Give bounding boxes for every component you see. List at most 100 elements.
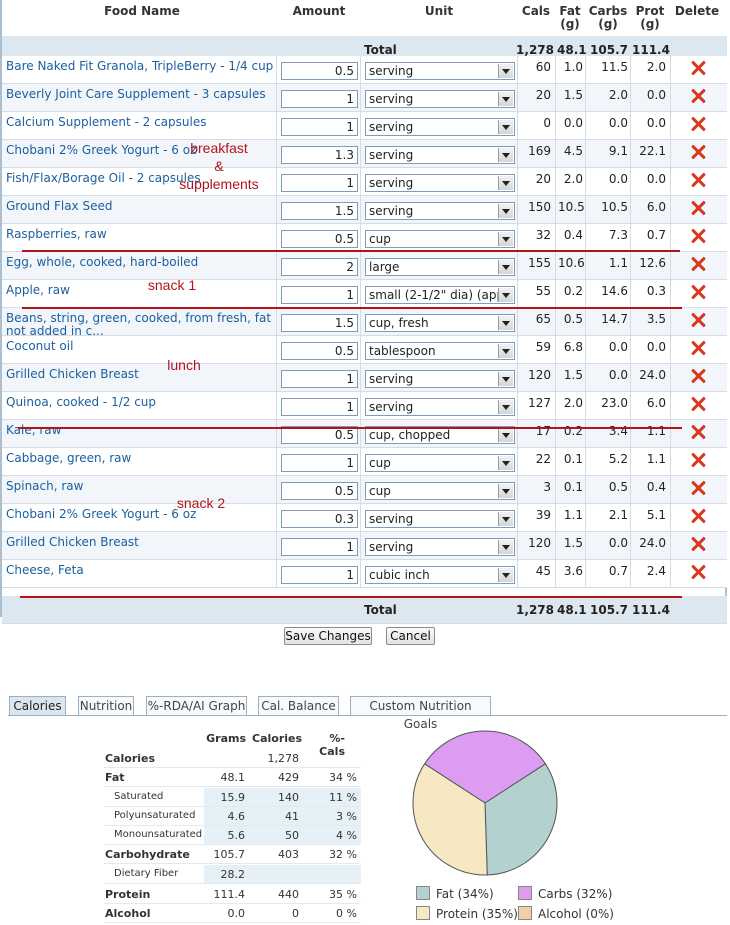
food-name-link[interactable]: Chobani 2% Greek Yogurt - 6 oz — [6, 508, 197, 521]
tab-rda-graph[interactable]: %-RDA/AI Graph — [146, 696, 247, 715]
delete-icon[interactable] — [690, 536, 706, 552]
amount-input[interactable]: 1.3 — [281, 146, 358, 164]
unit-select[interactable]: tablespoon — [365, 342, 515, 360]
chevron-down-icon[interactable] — [498, 372, 513, 386]
amount-input[interactable]: 0.5 — [281, 62, 358, 80]
tab-calories[interactable]: Calories — [9, 696, 66, 715]
food-name-link[interactable]: Cabbage, green, raw — [6, 452, 132, 465]
unit-select[interactable]: serving — [365, 62, 515, 80]
chevron-down-icon[interactable] — [498, 400, 513, 414]
delete-icon[interactable] — [690, 480, 706, 496]
delete-icon[interactable] — [690, 200, 706, 216]
food-name-link[interactable]: Beans, string, green, cooked, from fresh… — [6, 312, 272, 338]
delete-icon[interactable] — [690, 564, 706, 580]
amount-input[interactable]: 1 — [281, 566, 358, 584]
save-changes-button[interactable]: Save Changes — [284, 627, 372, 645]
tab-nutrition[interactable]: Nutrition — [78, 696, 134, 715]
chevron-down-icon[interactable] — [498, 456, 513, 470]
food-name-link[interactable]: Bare Naked Fit Granola, TripleBerry - 1/… — [6, 60, 274, 73]
chevron-down-icon[interactable] — [498, 568, 513, 582]
cancel-button[interactable]: Cancel — [386, 627, 435, 645]
tab-cal-balance[interactable]: Cal. Balance — [258, 696, 339, 715]
chevron-down-icon[interactable] — [498, 344, 513, 358]
amount-input[interactable]: 0.5 — [281, 482, 358, 500]
chevron-down-icon[interactable] — [498, 512, 513, 526]
delete-icon[interactable] — [690, 508, 706, 524]
chevron-down-icon[interactable] — [498, 176, 513, 190]
amount-input[interactable]: 1 — [281, 174, 358, 192]
unit-select[interactable]: large — [365, 258, 515, 276]
food-name-link[interactable]: Apple, raw — [6, 284, 70, 297]
delete-icon[interactable] — [690, 228, 706, 244]
chevron-down-icon[interactable] — [498, 120, 513, 134]
amount-input[interactable]: 1 — [281, 454, 358, 472]
food-name-link[interactable]: Raspberries, raw — [6, 228, 107, 241]
food-name-link[interactable]: Cheese, Feta — [6, 564, 84, 577]
unit-select[interactable]: serving — [365, 174, 515, 192]
amount-input[interactable]: 0.5 — [281, 426, 358, 444]
delete-icon[interactable] — [690, 144, 706, 160]
delete-icon[interactable] — [690, 60, 706, 76]
delete-icon[interactable] — [690, 88, 706, 104]
food-name-link[interactable]: Chobani 2% Greek Yogurt - 6 oz — [6, 144, 197, 157]
food-name-link[interactable]: Kale, raw — [6, 424, 62, 437]
delete-icon[interactable] — [690, 368, 706, 384]
unit-select[interactable]: cup — [365, 230, 515, 248]
amount-input[interactable]: 1 — [281, 398, 358, 416]
amount-input[interactable]: 1.5 — [281, 314, 358, 332]
delete-icon[interactable] — [690, 256, 706, 272]
amount-input[interactable]: 0.3 — [281, 510, 358, 528]
unit-select[interactable]: small (2-1/2" dia) (appr — [365, 286, 515, 304]
food-name-link[interactable]: Quinoa, cooked - 1/2 cup — [6, 396, 157, 409]
food-name-link[interactable]: Ground Flax Seed — [6, 200, 113, 213]
chevron-down-icon[interactable] — [498, 204, 513, 218]
unit-select[interactable]: serving — [365, 370, 515, 388]
chevron-down-icon[interactable] — [498, 316, 513, 330]
chevron-down-icon[interactable] — [498, 64, 513, 78]
delete-icon[interactable] — [690, 312, 706, 328]
food-name-link[interactable]: Grilled Chicken Breast — [6, 536, 139, 549]
delete-icon[interactable] — [690, 340, 706, 356]
food-name-link[interactable]: Spinach, raw — [6, 480, 84, 493]
amount-input[interactable]: 1 — [281, 90, 358, 108]
chevron-down-icon[interactable] — [498, 288, 513, 302]
amount-input[interactable]: 0.5 — [281, 342, 358, 360]
food-name-link[interactable]: Grilled Chicken Breast — [6, 368, 139, 381]
amount-input[interactable]: 0.5 — [281, 230, 358, 248]
unit-select[interactable]: serving — [365, 202, 515, 220]
unit-select[interactable]: serving — [365, 90, 515, 108]
chevron-down-icon[interactable] — [498, 260, 513, 274]
unit-select[interactable]: cubic inch — [365, 566, 515, 584]
chevron-down-icon[interactable] — [498, 148, 513, 162]
delete-icon[interactable] — [690, 284, 706, 300]
unit-select[interactable]: serving — [365, 398, 515, 416]
tab-custom-goals[interactable]: Custom Nutrition Goals — [350, 696, 491, 731]
amount-input[interactable]: 1.5 — [281, 202, 358, 220]
chevron-down-icon[interactable] — [498, 232, 513, 246]
food-name-link[interactable]: Fish/Flax/Borage Oil - 2 capsules — [6, 172, 201, 185]
delete-icon[interactable] — [690, 172, 706, 188]
unit-select[interactable]: serving — [365, 510, 515, 528]
unit-select[interactable]: cup, fresh — [365, 314, 515, 332]
chevron-down-icon[interactable] — [498, 484, 513, 498]
delete-icon[interactable] — [690, 452, 706, 468]
chevron-down-icon[interactable] — [498, 92, 513, 106]
unit-select[interactable]: cup — [365, 454, 515, 472]
food-name-link[interactable]: Beverly Joint Care Supplement - 3 capsul… — [6, 88, 266, 101]
unit-select[interactable]: serving — [365, 146, 515, 164]
delete-icon[interactable] — [690, 396, 706, 412]
amount-input[interactable]: 1 — [281, 370, 358, 388]
delete-icon[interactable] — [690, 424, 706, 440]
delete-icon[interactable] — [690, 116, 706, 132]
food-name-link[interactable]: Egg, whole, cooked, hard-boiled — [6, 256, 199, 269]
unit-select[interactable]: cup — [365, 482, 515, 500]
food-name-link[interactable]: Coconut oil — [6, 340, 74, 353]
unit-select[interactable]: serving — [365, 118, 515, 136]
chevron-down-icon[interactable] — [498, 540, 513, 554]
unit-select[interactable]: cup, chopped — [365, 426, 515, 444]
amount-input[interactable]: 1 — [281, 538, 358, 556]
unit-select[interactable]: serving — [365, 538, 515, 556]
amount-input[interactable]: 2 — [281, 258, 358, 276]
chevron-down-icon[interactable] — [498, 428, 513, 442]
food-name-link[interactable]: Calcium Supplement - 2 capsules — [6, 116, 207, 129]
